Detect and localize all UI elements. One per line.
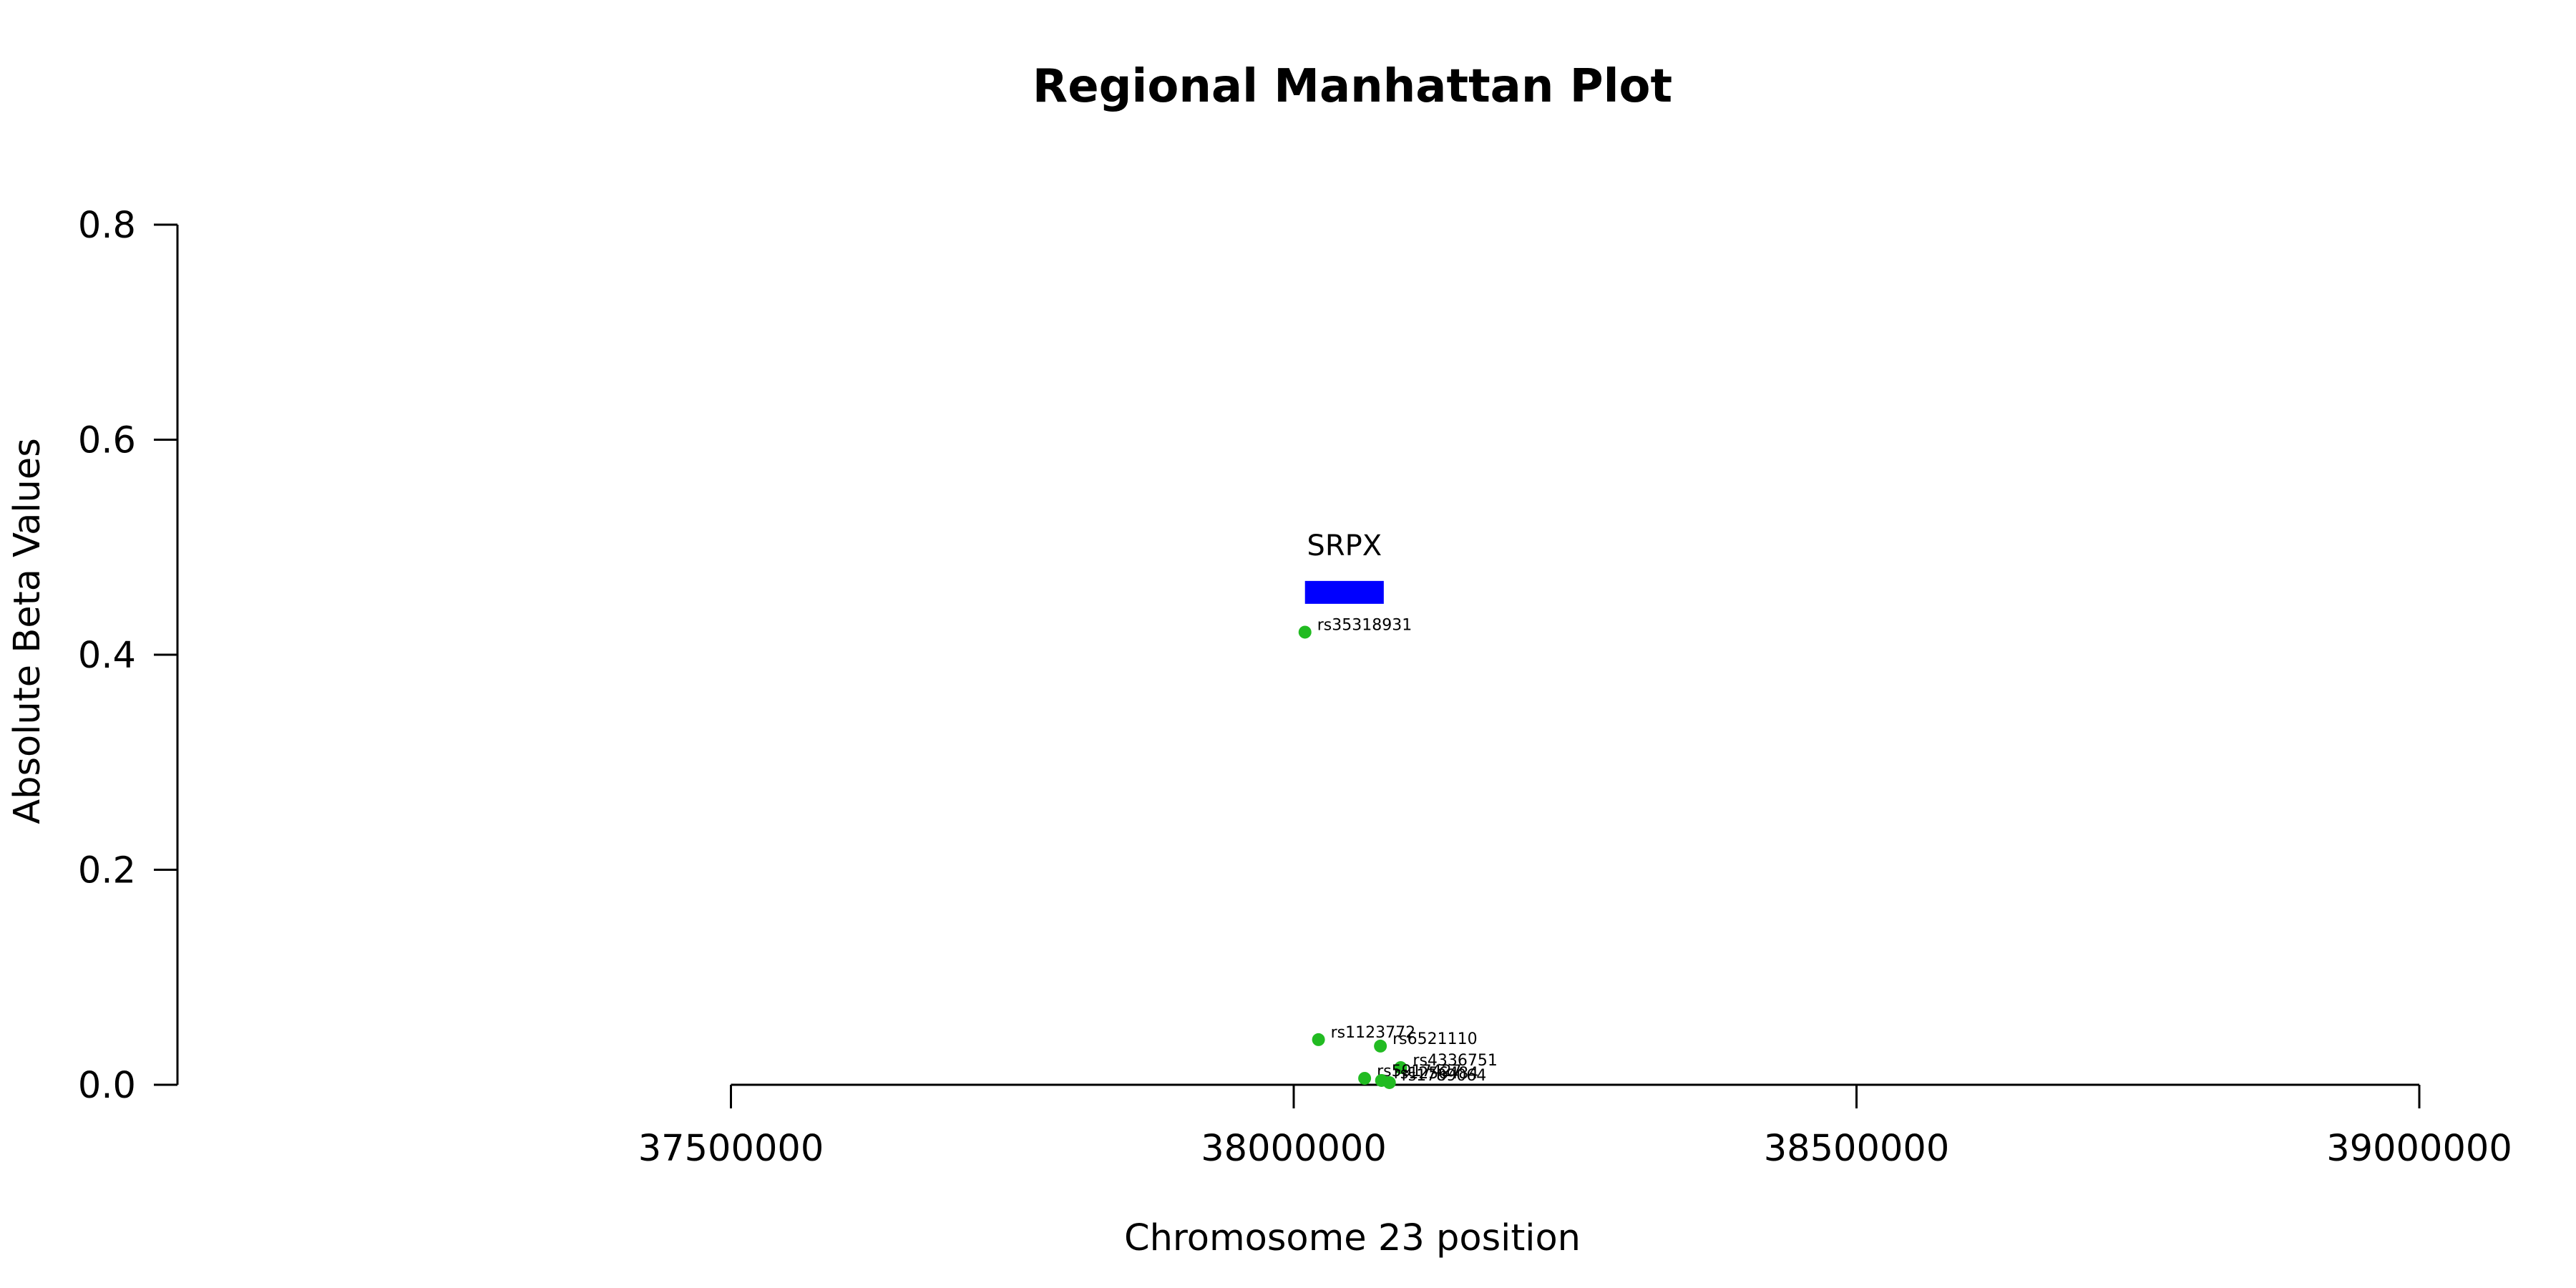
x-tick-label: 38500000 xyxy=(1764,1128,1950,1170)
gene-bar xyxy=(1304,580,1384,604)
snp-label: rs1789064 xyxy=(1402,1067,1487,1085)
snp-label: rs6521110 xyxy=(1392,1030,1478,1048)
x-tick-label: 38000000 xyxy=(1201,1128,1387,1170)
x-tick-label: 39000000 xyxy=(2326,1128,2512,1170)
y-tick-label: 0.0 xyxy=(78,1065,136,1107)
chart-title: Regional Manhattan Plot xyxy=(1033,60,1672,113)
x-axis-label: Chromosome 23 position xyxy=(1124,1217,1581,1259)
snp-point xyxy=(1312,1033,1325,1046)
snp-point xyxy=(1298,625,1312,639)
y-tick-label: 0.8 xyxy=(78,205,136,247)
gene-track: SRPX xyxy=(1304,530,1384,604)
snp-label: rs35318931 xyxy=(1317,616,1412,634)
y-tick-label: 0.4 xyxy=(78,635,136,677)
snp-label: rs1256484 xyxy=(1394,1065,1478,1083)
snp-label: rs1123772 xyxy=(1331,1024,1416,1042)
y-axis-label: Absolute Beta Values xyxy=(6,438,49,824)
x-tick-label: 37500000 xyxy=(638,1128,824,1170)
snp-points: rs35318931rs1123772rs6521110rs4336751rs5… xyxy=(1298,616,1498,1089)
y-tick-label: 0.2 xyxy=(78,850,136,892)
snp-point xyxy=(1358,1071,1372,1085)
y-tick-label: 0.6 xyxy=(78,420,136,462)
axes: 0.0 0.2 0.4 0.6 0.8 37500000 38000000 38500000 3… xyxy=(78,205,2512,1170)
snp-point xyxy=(1394,1060,1407,1074)
snp-label: rs4336751 xyxy=(1413,1052,1498,1070)
snp-point xyxy=(1382,1075,1396,1089)
snp-point xyxy=(1374,1039,1387,1053)
gene-label: SRPX xyxy=(1307,530,1382,562)
